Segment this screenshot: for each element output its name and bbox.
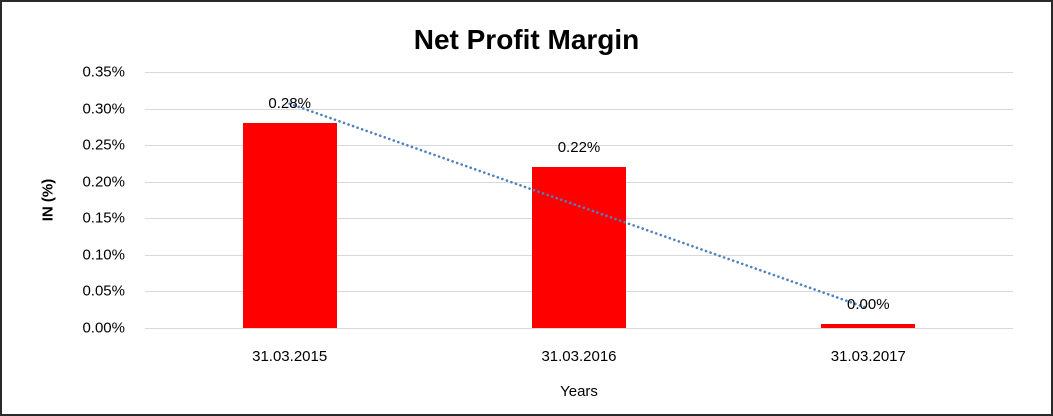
x-axis-title: Years — [560, 383, 598, 400]
gridline — [145, 72, 1013, 73]
category-label: 31.03.2017 — [830, 348, 906, 365]
data-label: 0.28% — [268, 95, 311, 112]
y-tick-label: 0.00% — [82, 319, 125, 337]
y-tick-label: 0.35% — [82, 63, 125, 81]
category-label: 31.03.2015 — [252, 348, 328, 365]
category-label: 31.03.2016 — [541, 348, 617, 365]
y-tick-label: 0.10% — [82, 246, 125, 264]
bar-31.03.2017 — [821, 324, 916, 328]
bar-31.03.2015 — [242, 123, 337, 328]
y-tick-label: 0.15% — [82, 209, 125, 227]
data-label: 0.00% — [847, 296, 890, 313]
y-tick-label: 0.25% — [82, 136, 125, 154]
data-label: 0.22% — [557, 139, 601, 156]
gridline — [145, 328, 1013, 329]
y-tick-label: 0.30% — [82, 100, 125, 118]
chart-title: Net Profit Margin — [413, 24, 640, 55]
bar-31.03.2016 — [532, 167, 626, 328]
y-tick-label: 0.20% — [82, 173, 125, 191]
y-tick-label: 0.05% — [82, 282, 125, 300]
